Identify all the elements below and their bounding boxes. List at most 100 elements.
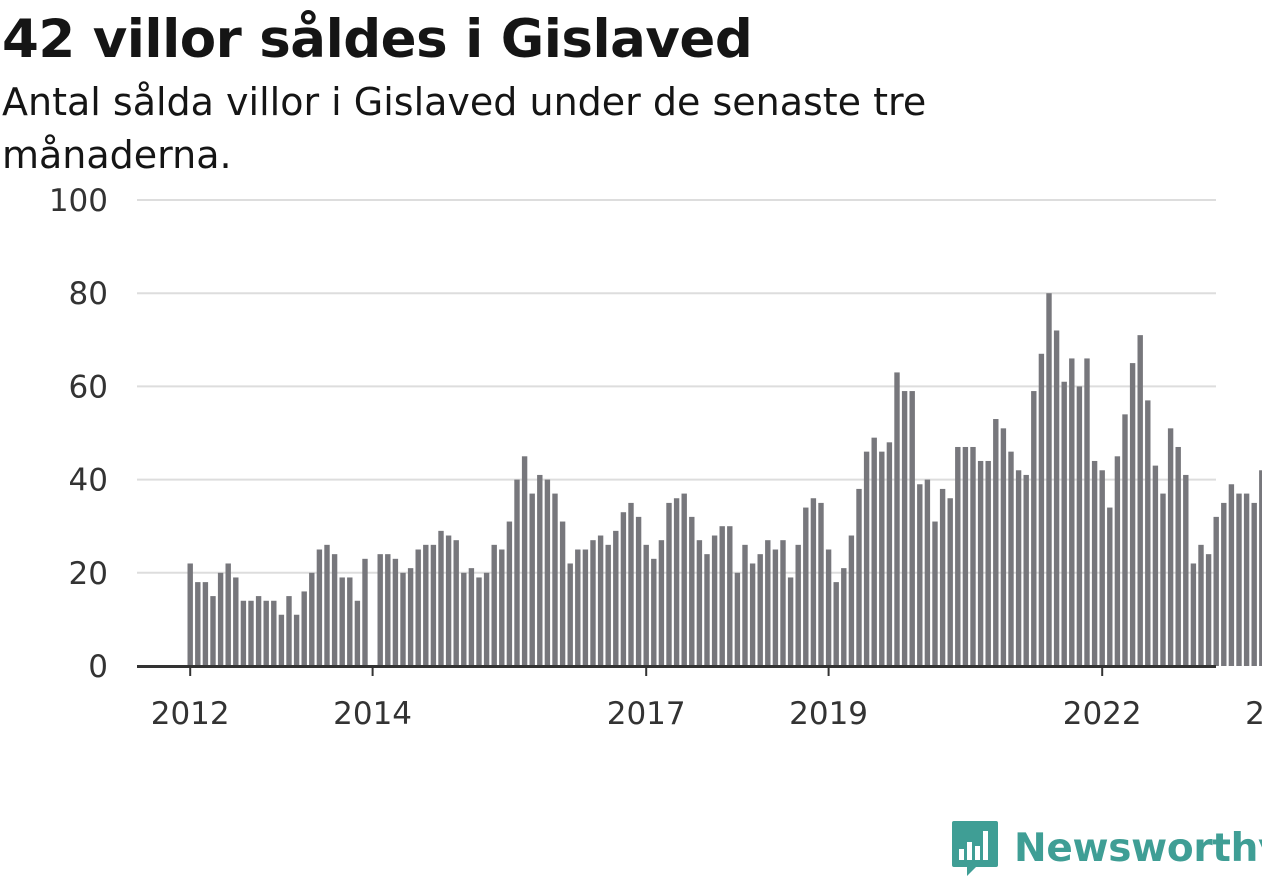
bar (521, 456, 528, 666)
bar (917, 484, 923, 666)
bar (324, 544, 330, 666)
bar (856, 488, 862, 666)
bar (582, 549, 589, 666)
bar (415, 549, 421, 666)
bar (1259, 470, 1262, 666)
bar (970, 446, 976, 666)
bar (742, 544, 748, 666)
bar (445, 535, 452, 666)
bar (993, 419, 999, 666)
bar (962, 446, 969, 666)
bar (1152, 465, 1159, 666)
bar (362, 558, 368, 666)
bar (841, 568, 847, 666)
bar (932, 521, 938, 666)
bar (248, 600, 254, 666)
bar (286, 596, 292, 666)
bar (673, 498, 680, 666)
bar (689, 516, 695, 666)
x-tick-label: 2014 (333, 696, 412, 732)
bar (1008, 451, 1014, 666)
bar (734, 572, 741, 666)
bar (316, 549, 323, 666)
bar (552, 493, 558, 666)
bar (1084, 358, 1090, 666)
bar (727, 526, 733, 666)
bar (848, 535, 855, 666)
bar (567, 563, 573, 666)
bar (423, 544, 429, 666)
bar (985, 460, 991, 666)
bar (1076, 386, 1083, 666)
x-tick-label: 2022 (1063, 696, 1142, 732)
bar (863, 451, 870, 666)
bar (233, 577, 239, 666)
bar (255, 596, 262, 666)
bar (620, 512, 627, 666)
bar (1160, 493, 1166, 666)
bar (818, 502, 824, 666)
bar (210, 596, 216, 666)
bar (347, 577, 353, 666)
bar (749, 563, 756, 666)
bar (825, 549, 832, 666)
bar (977, 460, 984, 666)
bar (628, 502, 634, 666)
bar (1069, 358, 1075, 666)
bar (392, 558, 399, 666)
bar (833, 582, 839, 666)
bar (1129, 363, 1136, 666)
bar (271, 600, 277, 666)
bar (1122, 414, 1128, 666)
bar (195, 582, 201, 666)
bar (529, 493, 535, 666)
y-tick-label: 60 (69, 369, 108, 405)
bar (331, 554, 338, 666)
y-tick-label: 40 (69, 463, 108, 499)
bar (537, 474, 543, 666)
bar (803, 507, 809, 666)
bar (438, 530, 444, 666)
bar (1190, 563, 1197, 666)
bar (681, 493, 687, 666)
bar (293, 614, 300, 666)
bar (1175, 446, 1181, 666)
bar (765, 540, 771, 666)
bar (544, 479, 551, 666)
bar (377, 554, 383, 666)
bar (666, 502, 672, 666)
x-tick-label: 2012 (151, 696, 230, 732)
bar (1221, 502, 1227, 666)
bar (1023, 474, 1029, 666)
bar (1198, 544, 1204, 666)
bar (696, 540, 703, 666)
bar (947, 498, 953, 666)
y-tick-label: 0 (88, 649, 108, 685)
bar (476, 577, 482, 666)
bar (1213, 516, 1219, 666)
bar (810, 498, 817, 666)
bar (955, 446, 961, 666)
chart-title: 42 villor såldes i Gislaved (2, 9, 753, 70)
bar (704, 554, 710, 666)
y-tick-label: 80 (69, 276, 108, 312)
bar (1243, 493, 1250, 666)
bars (187, 293, 1262, 666)
bar (461, 572, 467, 666)
bar (430, 544, 437, 666)
bar (886, 442, 893, 666)
bar (795, 544, 801, 666)
bar (1046, 293, 1052, 666)
x-tick-label: 2019 (789, 696, 868, 732)
bar (453, 540, 459, 666)
bar-chart-bubble-icon (952, 821, 998, 876)
bar (240, 600, 247, 666)
bar (651, 558, 657, 666)
bar (559, 521, 566, 666)
bar (658, 540, 665, 666)
bar (590, 540, 596, 666)
bar (1061, 381, 1067, 666)
bar (909, 391, 915, 666)
x-tick-label: 2017 (607, 696, 686, 732)
